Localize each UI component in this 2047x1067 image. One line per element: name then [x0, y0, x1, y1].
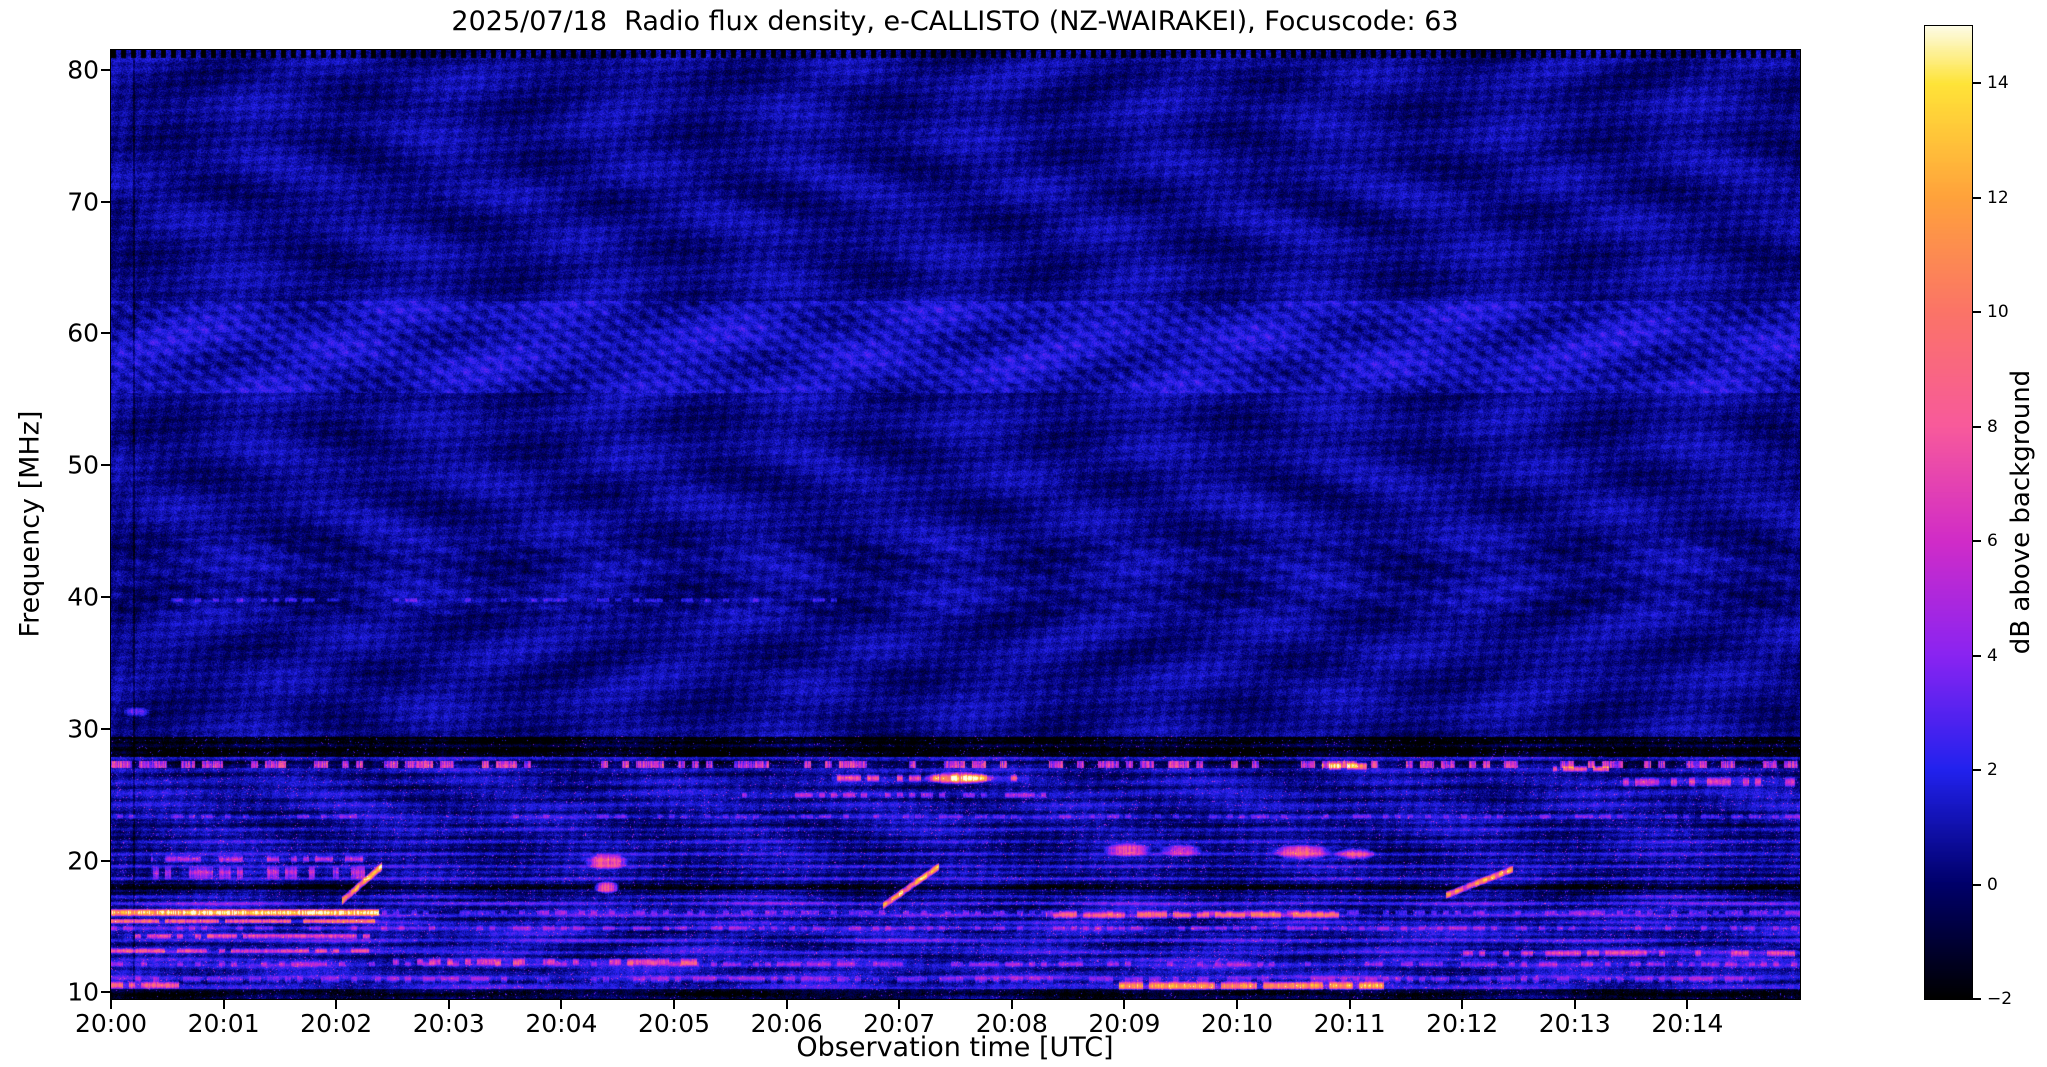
- y-tick-mark: [101, 991, 110, 994]
- x-tick-label: 20:06: [750, 1009, 823, 1038]
- colorbar-tick-label: 0: [1987, 874, 1998, 895]
- y-tick-label: 40: [67, 582, 99, 612]
- y-tick-label: 50: [67, 450, 99, 480]
- x-tick-label: 20:08: [975, 1009, 1048, 1038]
- y-tick-label: 20: [67, 846, 99, 876]
- x-tick-label: 20:07: [863, 1009, 936, 1038]
- colorbar-tick-label: 12: [1987, 187, 2009, 208]
- x-tick-mark: [447, 1000, 450, 1009]
- y-tick-mark: [101, 727, 110, 730]
- x-tick-label: 20:13: [1538, 1009, 1611, 1038]
- colorbar: [1924, 25, 1973, 1000]
- y-tick-label: 30: [67, 714, 99, 744]
- y-tick-mark: [101, 464, 110, 467]
- y-tick-label: 10: [67, 977, 99, 1007]
- x-tick-mark: [1348, 1000, 1351, 1009]
- x-tick-mark: [1686, 1000, 1689, 1009]
- x-tick-mark: [1461, 1000, 1464, 1009]
- colorbar-tick-mark: [1973, 425, 1981, 428]
- colorbar-tick-label: 8: [1987, 416, 1998, 437]
- colorbar-tick-mark: [1973, 769, 1981, 772]
- colorbar-label: dB above background: [2006, 369, 2036, 655]
- colorbar-tick-label: 4: [1987, 645, 1998, 666]
- plot-area: [110, 49, 1801, 1000]
- colorbar-tick-label: 10: [1987, 302, 2009, 323]
- x-tick-label: 20:05: [637, 1009, 711, 1038]
- x-tick-mark: [110, 1000, 112, 1009]
- colorbar-tick-label: 2: [1987, 760, 1998, 781]
- y-tick-mark: [101, 68, 110, 71]
- x-tick-label: 20:10: [1200, 1009, 1274, 1038]
- x-tick-mark: [673, 1000, 675, 1009]
- colorbar-tick-mark: [1973, 196, 1981, 199]
- colorbar-tick-label: 14: [1987, 73, 2009, 94]
- x-tick-mark: [1236, 1000, 1238, 1009]
- y-tick-mark: [101, 595, 110, 598]
- y-tick-label: 70: [67, 187, 99, 217]
- x-tick-label: 20:03: [412, 1009, 485, 1038]
- spectrogram-canvas: [111, 50, 1800, 999]
- y-tick-label: 80: [67, 55, 99, 85]
- colorbar-tick-label: −2: [1987, 989, 2013, 1009]
- x-tick-mark: [1573, 1000, 1576, 1009]
- x-tick-mark: [335, 1000, 338, 1009]
- x-tick-label: 20:00: [74, 1009, 148, 1038]
- x-tick-mark: [1010, 1000, 1013, 1009]
- x-tick-mark: [898, 1000, 901, 1009]
- colorbar-tick-mark: [1973, 883, 1981, 886]
- colorbar-tick-mark: [1973, 998, 1981, 1000]
- y-tick-mark: [101, 859, 110, 862]
- colorbar-canvas: [1925, 26, 1972, 999]
- colorbar-tick-mark: [1973, 654, 1981, 657]
- y-tick-mark: [101, 332, 110, 335]
- colorbar-tick-label: 6: [1987, 531, 1998, 552]
- colorbar-tick-mark: [1973, 82, 1981, 85]
- colorbar-tick-mark: [1973, 311, 1981, 314]
- x-tick-label: 20:11: [1313, 1009, 1386, 1038]
- x-tick-mark: [560, 1000, 563, 1009]
- x-tick-mark: [1123, 1000, 1126, 1009]
- x-tick-mark: [222, 1000, 225, 1009]
- x-tick-label: 20:02: [300, 1009, 373, 1038]
- x-tick-mark: [785, 1000, 788, 1009]
- y-tick-mark: [101, 200, 110, 203]
- x-tick-label: 20:01: [187, 1009, 260, 1038]
- x-tick-label: 20:14: [1651, 1009, 1724, 1038]
- chart-title: 2025/07/18 Radio flux density, e-CALLIST…: [451, 6, 1459, 37]
- colorbar-tick-mark: [1973, 540, 1981, 543]
- x-axis-label: Observation time [UTC]: [796, 1032, 1114, 1063]
- x-tick-label: 20:09: [1088, 1009, 1161, 1038]
- y-tick-label: 60: [67, 318, 99, 348]
- x-tick-label: 20:12: [1426, 1009, 1499, 1038]
- x-tick-label: 20:04: [525, 1009, 598, 1038]
